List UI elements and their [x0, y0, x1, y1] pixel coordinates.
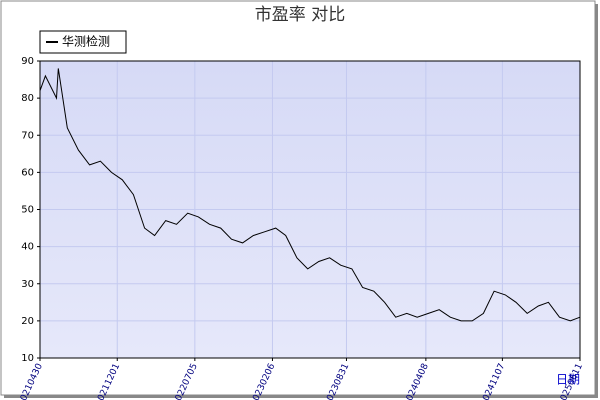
y-tick-label: 40 — [21, 242, 34, 253]
line — [39, 68, 581, 322]
y-tick-label: 60 — [21, 167, 34, 178]
legend-label: 华测检测 — [62, 34, 110, 49]
chart-title: 市盈率 对比 — [255, 5, 345, 25]
y-tick-label: 30 — [21, 279, 34, 290]
y-tick-label: 10 — [21, 353, 34, 364]
y-tick-label: 50 — [21, 205, 34, 216]
y-tick-label: 80 — [21, 93, 34, 104]
y-tick-label: 20 — [21, 316, 34, 327]
y-tick-label: 90 — [21, 56, 34, 67]
y-tick-label: 70 — [21, 130, 34, 141]
plot-border — [39, 60, 581, 359]
x-axis-label: 日期 — [556, 373, 580, 387]
legend-box — [39, 30, 127, 54]
